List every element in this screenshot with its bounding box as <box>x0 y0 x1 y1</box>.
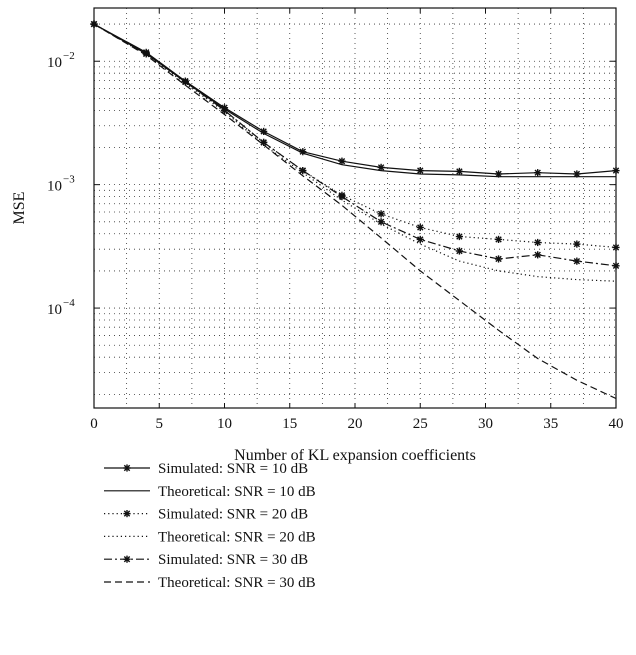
series-line <box>93 23 617 400</box>
data-point <box>377 210 385 218</box>
data-point <box>494 255 503 263</box>
legend-item: Theoretical: SNR = 30 dB <box>104 575 316 591</box>
x-tick-label: 5 <box>156 416 164 432</box>
data-point <box>573 240 581 248</box>
y-tick-label: 10 <box>47 55 62 71</box>
x-tick-label: 10 <box>217 416 232 432</box>
legend-item: Theoretical: SNR = 10 dB <box>104 484 316 500</box>
data-point <box>220 106 229 114</box>
x-tick-label: 25 <box>413 416 428 432</box>
legend-marker <box>123 555 131 563</box>
legend-item: Theoretical: SNR = 20 dB <box>104 529 316 545</box>
data-point <box>299 166 307 175</box>
data-point <box>573 257 581 265</box>
legend-label: Simulated: SNR = 10 dB <box>158 461 308 477</box>
data-point <box>612 243 620 252</box>
data-point <box>416 223 424 232</box>
legend-label: Simulated: SNR = 30 dB <box>158 552 308 568</box>
series-layer <box>90 20 620 400</box>
series-6 <box>93 23 617 400</box>
x-tick-label: 35 <box>543 416 558 432</box>
series-1 <box>90 20 620 178</box>
legend-label: Theoretical: SNR = 30 dB <box>158 575 316 591</box>
data-point <box>377 218 385 226</box>
legend-marker <box>123 510 131 518</box>
y-tick-exponent: −3 <box>63 174 75 186</box>
data-point <box>494 235 503 244</box>
x-tick-label: 40 <box>609 416 624 432</box>
data-point <box>534 238 542 247</box>
series-5 <box>90 20 620 270</box>
data-point <box>455 247 463 255</box>
legend-label: Theoretical: SNR = 20 dB <box>158 529 316 545</box>
legend-label: Theoretical: SNR = 10 dB <box>158 484 316 500</box>
x-tick-label: 0 <box>90 416 98 432</box>
series-line <box>93 23 617 175</box>
data-point <box>90 20 98 28</box>
legend-marker <box>123 464 131 472</box>
legend: Simulated: SNR = 10 dB Theoretical: SNR =… <box>104 461 316 591</box>
x-axis-title: Number of KL expansion coefficients <box>234 447 476 464</box>
data-point <box>260 138 268 146</box>
grid <box>94 8 616 408</box>
data-point <box>612 166 620 175</box>
data-point <box>416 235 424 244</box>
y-tick-exponent: −2 <box>63 50 75 62</box>
legend-label: Simulated: SNR = 20 dB <box>158 507 308 523</box>
data-point <box>416 166 424 175</box>
data-point <box>534 169 542 177</box>
data-point <box>455 232 463 241</box>
x-tick-label: 30 <box>478 416 493 432</box>
legend-item: Simulated: SNR = 20 dB <box>104 507 308 523</box>
data-point <box>338 157 346 165</box>
legend-item: Simulated: SNR = 10 dB <box>104 461 308 477</box>
y-axis-title: MSE <box>11 192 28 225</box>
data-point <box>338 193 346 201</box>
data-point <box>534 251 542 259</box>
series-line <box>93 23 617 248</box>
data-point <box>455 167 463 176</box>
legend-item: Simulated: SNR = 30 dB <box>104 552 308 568</box>
x-tick-label: 20 <box>348 416 363 432</box>
data-point <box>181 78 189 86</box>
series-line <box>93 23 617 267</box>
x-tick-label: 15 <box>282 416 297 432</box>
data-point <box>612 262 620 270</box>
y-tick-label: 10 <box>47 179 62 195</box>
data-point <box>377 163 385 171</box>
y-tick-exponent: −4 <box>63 297 75 309</box>
y-tick-label: 10 <box>47 302 62 318</box>
